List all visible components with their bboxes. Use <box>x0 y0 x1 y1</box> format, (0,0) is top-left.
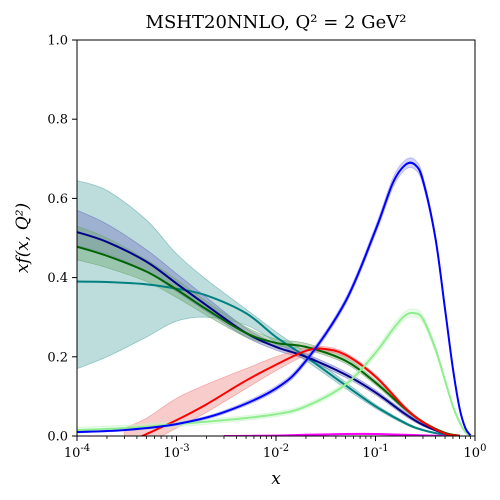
y-axis: 0.0 0.2 0.4 0.6 0.8 1.0 <box>47 34 77 445</box>
y-tick-label: 1.0 <box>47 34 68 49</box>
y-tick-label: 0.8 <box>47 113 68 128</box>
x-tick-label: 10-2 <box>263 443 289 461</box>
curve-0 <box>77 280 460 436</box>
y-tick-label: 0.0 <box>47 430 68 445</box>
x-tick-label: 10-1 <box>362 443 388 461</box>
curve-4 <box>77 311 472 436</box>
x-tick-label: 10-3 <box>163 443 189 461</box>
y-tick-label: 0.2 <box>47 350 68 365</box>
x-tick-label: 100 <box>464 443 487 461</box>
x-axis: 10-4 10-3 10-2 10-1 100 <box>64 436 487 461</box>
x-tick-label: 10-4 <box>64 443 90 461</box>
curve-3 <box>139 347 460 436</box>
chart-title: MSHT20NNLO, Q² = 2 GeV² <box>146 12 407 33</box>
y-tick-label: 0.6 <box>47 192 68 207</box>
uncertainty-bands <box>77 157 471 436</box>
curve-5 <box>77 161 472 436</box>
band-0 <box>77 180 460 436</box>
curve-1 <box>77 231 460 436</box>
y-tick-label: 0.4 <box>47 271 68 286</box>
x-axis-label: x <box>271 469 281 489</box>
y-axis-label: xf(x, Q²) <box>13 203 33 273</box>
